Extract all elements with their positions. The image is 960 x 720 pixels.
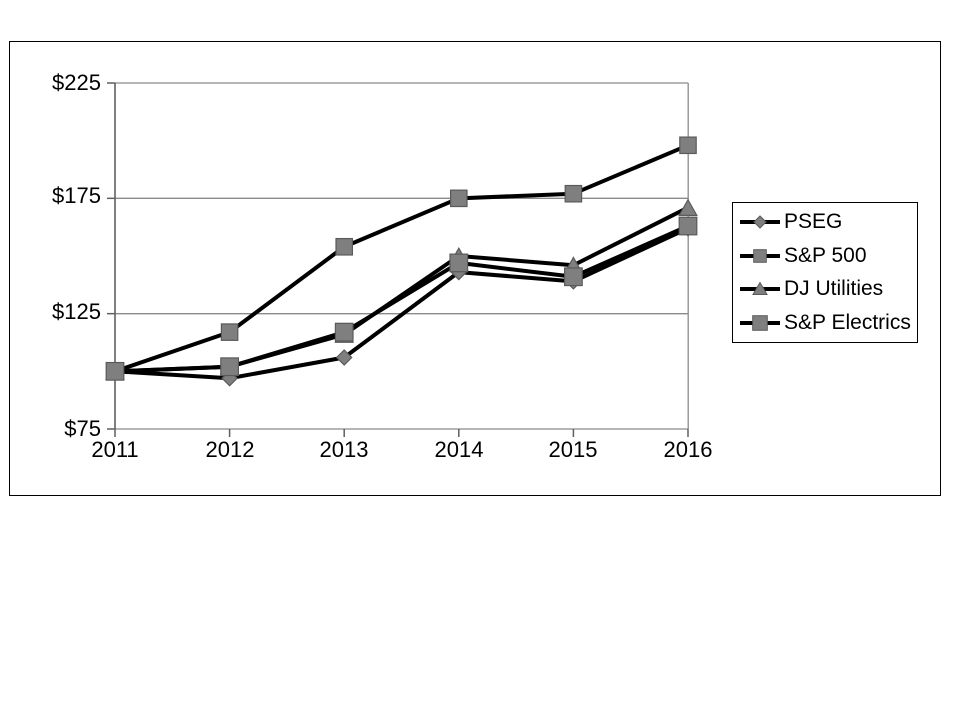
- data-point-triangle: [678, 198, 698, 216]
- legend-diamond-glyph: [753, 215, 767, 229]
- legend-label-dj-utilities: DJ Utilities: [784, 277, 884, 301]
- series-line: [113, 143, 690, 374]
- legend-swatch-svg: [740, 215, 780, 229]
- x-axis-label-2014: 2014: [434, 437, 484, 462]
- legend-label-pseg: PSEG: [784, 209, 843, 233]
- legend-square-glyph: [753, 248, 767, 263]
- data-point-square: [220, 357, 240, 377]
- x-axis-label-2015: 2015: [548, 437, 598, 462]
- data-point-square: [678, 216, 698, 236]
- legend-swatch-svg: [740, 248, 780, 263]
- series-pseg: [106, 219, 697, 387]
- data-point-square: [220, 323, 239, 341]
- data-point-square: [450, 189, 468, 208]
- data-point-square: [335, 237, 353, 256]
- series-line: [113, 226, 690, 381]
- data-point-square: [334, 322, 354, 342]
- y-axis-label-75: $75: [64, 416, 101, 441]
- y-axis-label-225: $225: [52, 70, 101, 95]
- legend-marker-sp-electrics-square-icon: [738, 313, 782, 333]
- data-point-square: [563, 267, 583, 287]
- series-line: [113, 224, 690, 374]
- x-axis-label-2013: 2013: [319, 437, 369, 462]
- y-axis-label-175: $175: [52, 183, 101, 208]
- legend-marker-pseg-diamond-icon: [738, 212, 782, 232]
- legend-triangle-glyph: [752, 281, 768, 296]
- data-point-square: [449, 253, 469, 273]
- legend-label-sp-electrics: S&P Electrics: [784, 311, 911, 335]
- legend-row-sp500: S&P 500: [738, 239, 917, 273]
- legend: PSEG S&P 500 DJ Utilities S&P Electrics: [732, 202, 918, 343]
- legend-label-sp500: S&P 500: [784, 243, 867, 267]
- series-dj-utilities: [105, 198, 698, 380]
- legend-row-pseg: PSEG: [738, 205, 917, 239]
- y-axis-label-125: $125: [52, 299, 101, 324]
- series-s-p-500: [106, 136, 697, 381]
- x-axis-label-2012: 2012: [205, 437, 255, 462]
- legend-row-sp-electrics: S&P Electrics: [738, 306, 917, 340]
- legend-swatch-svg: [740, 281, 780, 296]
- data-point-diamond: [335, 349, 353, 366]
- legend-marker-dj-utilities-triangle-icon: [738, 279, 782, 299]
- legend-marker-sp500-square-icon: [738, 246, 782, 266]
- legend-square-glyph: [752, 315, 768, 331]
- series-line: [113, 205, 690, 374]
- data-point-square: [564, 184, 583, 203]
- x-axis-label-2011: 2011: [91, 437, 139, 462]
- data-point-square: [105, 361, 125, 381]
- data-point-square: [679, 136, 697, 155]
- legend-swatch-svg: [740, 315, 780, 331]
- x-axis-label-2016: 2016: [663, 437, 713, 462]
- series-s-p-electrics: [105, 216, 698, 381]
- legend-row-dj-utilities: DJ Utilities: [738, 273, 917, 307]
